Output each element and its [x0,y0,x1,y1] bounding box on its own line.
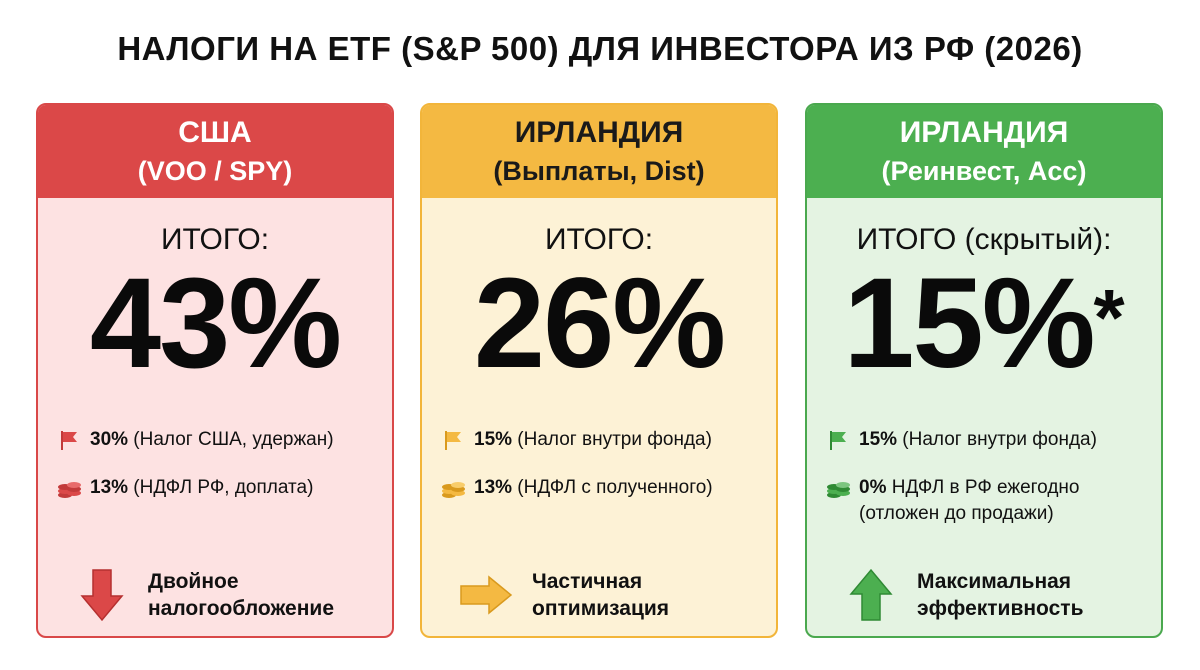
flag-icon [438,427,468,453]
arrow-up-icon [841,565,901,625]
total-label: ИТОГО: [544,223,654,256]
total-label: ИТОГО (скрытый): [856,223,1112,256]
card-header: ИРЛАНДИЯ (Выплаты, Dist) [422,105,776,198]
card-subheading: (VOO / SPY) [137,155,293,186]
flag-icon [54,427,84,453]
card-usa: США (VOO / SPY) ИТОГО: 43% 30% (Налог СШ… [36,103,394,638]
verdict: Максимальная эффективность [841,565,1151,625]
total-label: ИТОГО: [160,223,270,256]
card-ireland-dist: ИРЛАНДИЯ (Выплаты, Dist) ИТОГО: 26% 15% … [420,103,778,638]
verdict: Двойное налогообложение [72,565,382,625]
coins-icon [54,475,84,501]
card-header: ИРЛАНДИЯ (Реинвест, Acc) [807,105,1161,198]
list-item: 15% (Налог внутри фонда) [438,427,766,453]
list-item: 13% (НДФЛ с полученного) [438,475,766,501]
card-subheading: (Выплаты, Dist) [493,155,705,186]
verdict-line: Частичная [532,570,643,593]
verdict-line: эффективность [917,597,1084,620]
card-heading: ИРЛАНДИЯ [899,115,1069,149]
page-title: НАЛОГИ НА ETF (S&P 500) ДЛЯ ИНВЕСТОРА ИЗ… [117,30,1083,67]
total-value: 43% [89,252,342,395]
coins-icon [438,475,468,501]
card-heading: США [178,115,252,149]
arrow-down-icon [72,565,132,625]
list-item: 0% НДФЛ в РФ ежегодно (отложен до продаж… [823,475,1151,527]
arrow-right-icon [456,565,516,625]
verdict-line: оптимизация [532,597,670,620]
verdict-line: Максимальная [917,570,1072,593]
total-footnote-mark: * [1093,273,1125,362]
card-subheading: (Реинвест, Acc) [881,155,1087,186]
flag-icon [823,427,853,453]
list-item: 13% (НДФЛ РФ, доплата) [54,475,382,501]
verdict-line: налогообложение [148,597,335,620]
list-item: 15% (Налог внутри фонда) [823,427,1151,453]
total-value: 26% [473,252,726,395]
verdict: Частичная оптимизация [456,565,766,625]
list-item: 30% (Налог США, удержан) [54,427,382,453]
card-heading: ИРЛАНДИЯ [514,115,684,149]
verdict-line: Двойное [148,570,239,593]
total-value: 15%* [843,252,1125,395]
coins-icon [823,475,853,501]
list-item-note: (отложен до продажи) [859,503,1054,524]
card-ireland-acc: ИРЛАНДИЯ (Реинвест, Acc) ИТОГО (скрытый)… [805,103,1163,638]
card-header: США (VOO / SPY) [38,105,392,198]
